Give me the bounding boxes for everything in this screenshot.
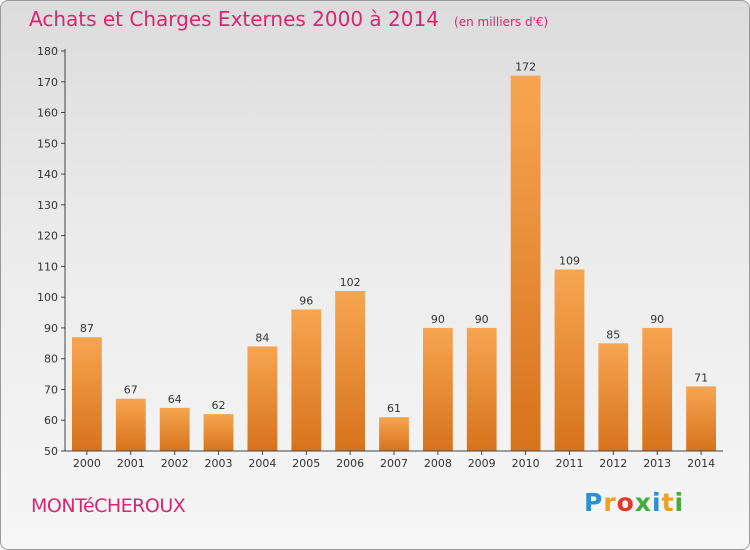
bar	[510, 75, 541, 451]
bar	[335, 291, 365, 451]
bar-value-label: 90	[650, 313, 664, 326]
x-tick-label: 2014	[687, 457, 715, 470]
bar-value-label: 84	[255, 331, 269, 344]
logo-letter: P	[584, 488, 604, 517]
logo-letter: x	[634, 488, 652, 517]
logo-letter: t	[661, 488, 675, 517]
bar	[642, 327, 673, 451]
bar-value-label: 109	[559, 255, 580, 268]
bar-value-label: 71	[694, 371, 708, 384]
bar-value-label: 90	[475, 313, 489, 326]
title-row: Achats et Charges Externes 2000 à 2014 (…	[29, 7, 548, 31]
chart-title: Achats et Charges Externes 2000 à 2014	[29, 7, 439, 31]
y-tick-label: 90	[44, 322, 58, 335]
bar	[554, 269, 585, 451]
x-tick-label: 2006	[336, 457, 364, 470]
x-tick-label: 2003	[205, 457, 233, 470]
y-tick-label: 130	[37, 199, 58, 212]
bar-value-label: 90	[431, 313, 445, 326]
x-tick-label: 2008	[424, 457, 452, 470]
bar-value-label: 62	[212, 399, 226, 412]
x-tick-label: 2009	[468, 457, 496, 470]
x-tick-label: 2012	[599, 457, 627, 470]
y-tick-label: 60	[44, 414, 58, 427]
x-tick-label: 2002	[161, 457, 189, 470]
y-tick-label: 150	[37, 137, 58, 150]
x-tick-label: 2013	[643, 457, 671, 470]
commune-name: MONTéCHEROUX	[31, 495, 186, 517]
y-tick-label: 180	[37, 45, 58, 58]
bar-value-label: 87	[80, 322, 94, 335]
x-tick-label: 2000	[73, 457, 101, 470]
x-tick-label: 2011	[556, 457, 584, 470]
proxiti-logo: Proxiti	[584, 488, 684, 517]
x-tick-label: 2007	[380, 457, 408, 470]
y-tick-label: 170	[37, 76, 58, 89]
bar-value-label: 61	[387, 402, 401, 415]
bar	[291, 309, 322, 451]
bar	[466, 327, 497, 451]
x-tick-label: 2004	[248, 457, 276, 470]
y-tick-label: 50	[44, 445, 58, 458]
logo-letter: r	[603, 488, 617, 517]
bar	[598, 343, 629, 451]
logo-letter: i	[652, 488, 662, 517]
bar-value-label: 172	[515, 61, 536, 74]
bar	[423, 327, 453, 451]
y-tick-label: 160	[37, 107, 58, 120]
bar	[115, 398, 146, 451]
x-tick-label: 2010	[512, 457, 540, 470]
y-tick-label: 110	[37, 260, 58, 273]
unit-note: (en milliers d'€)	[454, 15, 549, 29]
y-tick-label: 120	[37, 230, 58, 243]
bar	[247, 346, 278, 451]
y-tick-label: 80	[44, 353, 58, 366]
logo-letter: o	[616, 488, 635, 517]
bar	[159, 407, 190, 451]
y-tick-label: 100	[37, 291, 58, 304]
y-tick-label: 140	[37, 168, 58, 181]
x-tick-label: 2005	[292, 457, 320, 470]
bar-value-label: 67	[124, 384, 138, 397]
bar	[72, 337, 102, 451]
x-tick-label: 2001	[117, 457, 145, 470]
bar-value-label: 102	[340, 276, 361, 289]
bar-value-label: 96	[299, 295, 313, 308]
logo-letter: i	[674, 488, 685, 517]
bar-value-label: 64	[168, 393, 182, 406]
bar	[686, 386, 716, 451]
bar	[203, 414, 234, 451]
bar-value-label: 85	[606, 328, 620, 341]
bar	[379, 417, 409, 451]
y-tick-label: 70	[44, 384, 58, 397]
